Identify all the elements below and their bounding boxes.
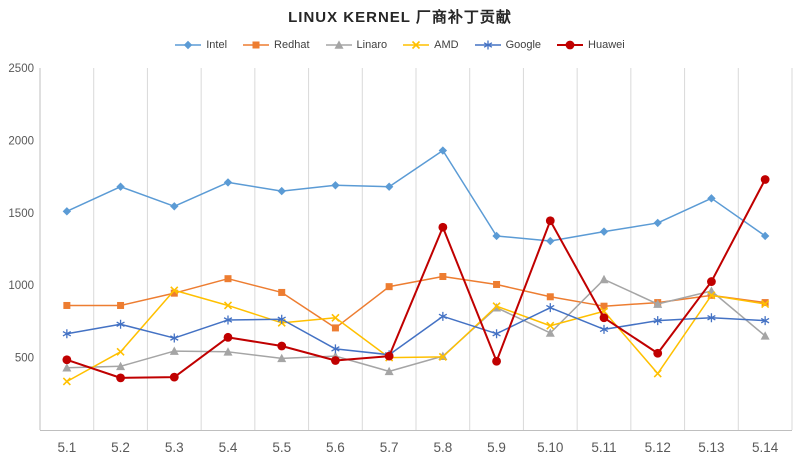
legend-label: Redhat [274, 39, 310, 51]
y-axis-label: 500 [15, 353, 34, 365]
x-axis-label: 5.9 [487, 440, 506, 455]
legend-label: AMD [434, 39, 459, 51]
x-axis-label: 5.14 [752, 440, 779, 455]
legend-marker-intel [175, 40, 202, 50]
x-axis-label: 5.13 [698, 440, 724, 455]
x-axis-labels: 5.1 5.2 5.3 5.4 5.5 5.6 5.7 5.8 5.9 5.10 5.11 5.12 5… [57, 440, 778, 455]
legend-marker-redhat [243, 41, 270, 49]
legend-marker-amd [403, 40, 430, 50]
series-line-amd [66, 289, 766, 383]
legend-marker-linaro [325, 40, 352, 49]
series-intel [62, 146, 770, 246]
series-line-redhat [66, 275, 766, 329]
series-huawei [62, 175, 770, 383]
y-axis-label: 1000 [8, 280, 34, 292]
x-axis-label: 5.4 [219, 440, 238, 455]
legend-label: Intel [206, 39, 228, 51]
series-line-intel [66, 149, 766, 242]
gridlines [39, 68, 793, 430]
x-axis-label: 5.3 [165, 440, 184, 455]
x-axis-label: 5.1 [57, 440, 76, 455]
legend-item-huawei: Huawei [557, 39, 625, 51]
series-line-huawei [65, 178, 767, 379]
series-line-google [66, 306, 766, 356]
y-axis-label: 1500 [8, 208, 34, 220]
chart-plot-area: 500 1000 1500 2000 2500 5.1 5.2 5.3 5.4 5.5 5.6 5.7… [8, 63, 793, 455]
legend-marker-google [474, 40, 501, 50]
x-axis-label: 5.2 [111, 440, 130, 455]
legend-label: Linaro [356, 39, 388, 51]
x-axis-label: 5.8 [433, 440, 452, 455]
legend-label: Google [505, 39, 542, 51]
legend-item-redhat: Redhat [243, 39, 310, 51]
x-axis-label: 5.6 [326, 440, 345, 455]
legend-marker-huawei [557, 40, 584, 50]
series-google [62, 303, 770, 360]
legend-item-intel: Intel [175, 39, 227, 51]
legend-item-google: Google [474, 39, 542, 51]
y-axis-label: 2500 [8, 63, 34, 75]
x-axis-label: 5.7 [380, 440, 399, 455]
x-axis-label: 5.11 [591, 440, 616, 455]
y-axis-labels: 500 1000 1500 2000 2500 [8, 63, 34, 365]
x-axis-label: 5.5 [272, 440, 291, 455]
legend-item-linaro: Linaro [325, 39, 388, 51]
legend-label: Huawei [588, 39, 625, 51]
x-axis-label: 5.10 [537, 440, 563, 455]
y-axis-label: 2000 [8, 135, 34, 147]
chart-title: LINUX KERNEL 厂商补丁贡献 [288, 9, 512, 26]
chart-legend: Intel Redhat Linaro AMD Google Huawei [0, 36, 800, 54]
series-amd [62, 286, 770, 386]
x-axis-label: 5.12 [645, 440, 671, 455]
series-line-linaro [66, 278, 766, 373]
legend-item-amd: AMD [403, 39, 459, 51]
